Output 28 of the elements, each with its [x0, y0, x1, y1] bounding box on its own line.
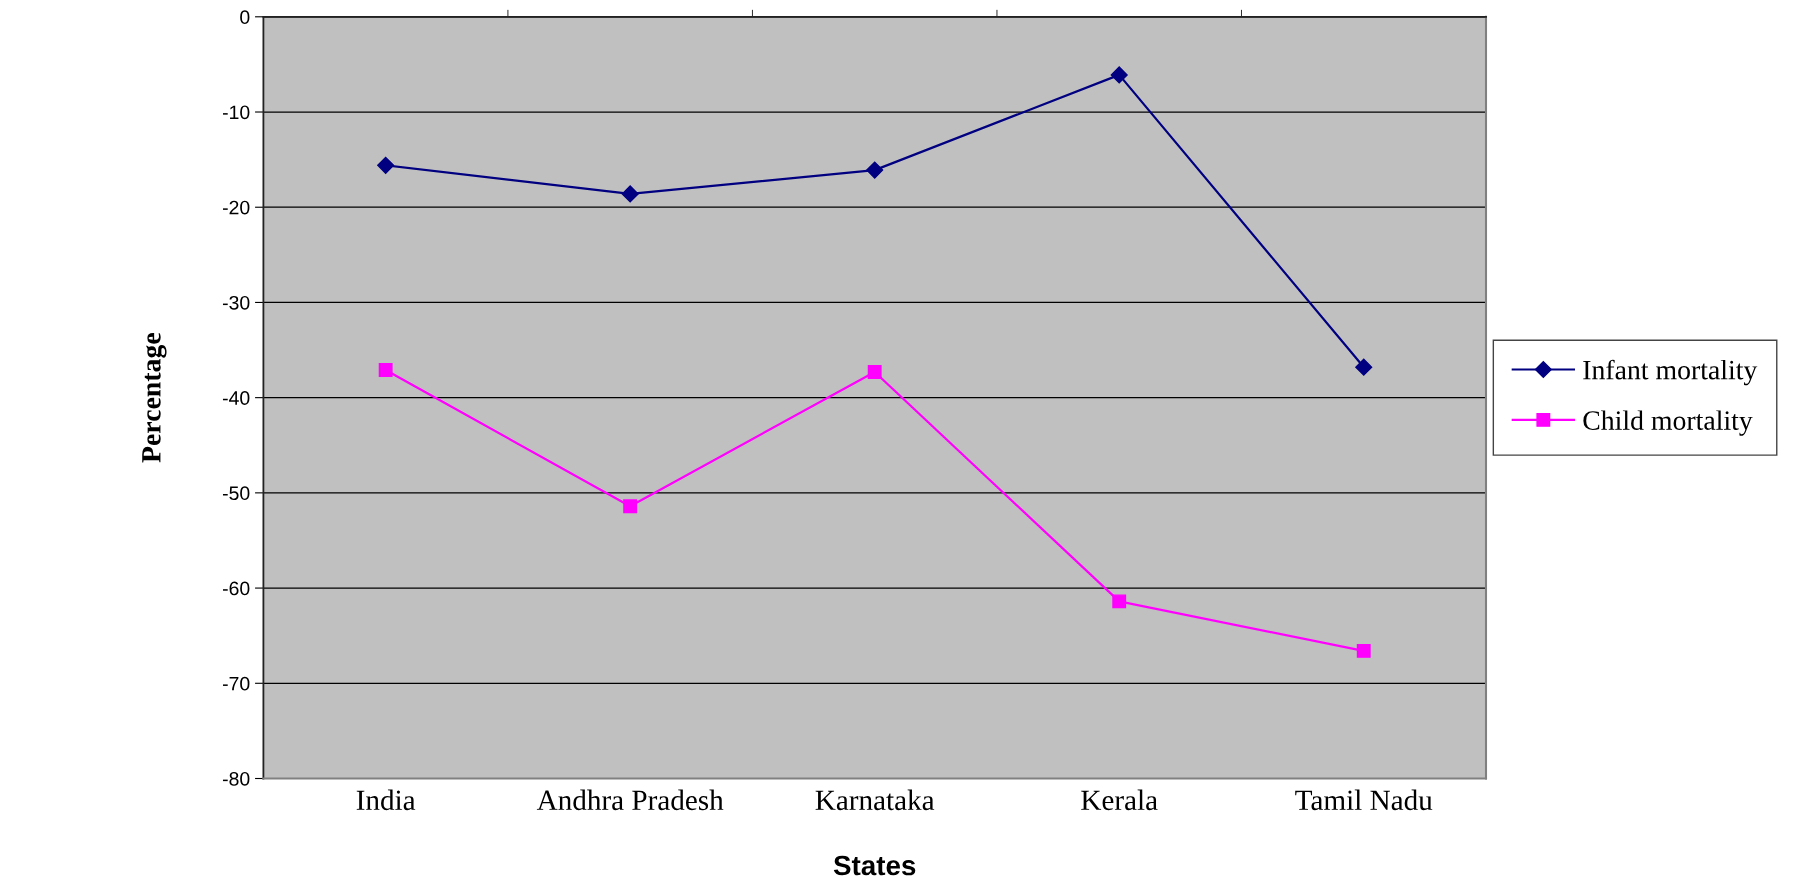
x-tick-label: India	[356, 789, 416, 811]
point	[866, 161, 884, 179]
point	[1110, 66, 1128, 84]
point	[1112, 594, 1127, 609]
y-tick-label: -30	[222, 295, 250, 310]
y-tick-label: 0	[240, 10, 250, 25]
y-tick-label: -20	[222, 200, 250, 215]
y-tick-label: -10	[222, 105, 250, 120]
x-tick-label: Tamil Nadu	[1295, 789, 1433, 811]
y-tick-label: -50	[222, 486, 250, 501]
legend-label: Child mortality	[1583, 410, 1753, 436]
x-tick-label: Kerala	[1081, 789, 1158, 811]
point	[1355, 358, 1373, 376]
y-tick-label: -40	[222, 391, 250, 405]
y-tick-label: -60	[222, 581, 250, 596]
y-axis-title: Percentage	[142, 333, 167, 463]
legend-label: Infant mortality	[1583, 359, 1758, 386]
x-axis-title: States	[833, 855, 916, 876]
y-tick-label: -70	[222, 676, 250, 691]
point	[867, 364, 882, 379]
point	[1356, 643, 1371, 658]
point	[377, 156, 395, 174]
point	[621, 185, 639, 203]
x-tick-label: Andhra Pradesh	[536, 789, 724, 811]
point	[378, 363, 393, 377]
point	[623, 499, 638, 514]
x-tick-label: Karnataka	[815, 789, 935, 811]
y-tick-label: -80	[222, 771, 250, 786]
